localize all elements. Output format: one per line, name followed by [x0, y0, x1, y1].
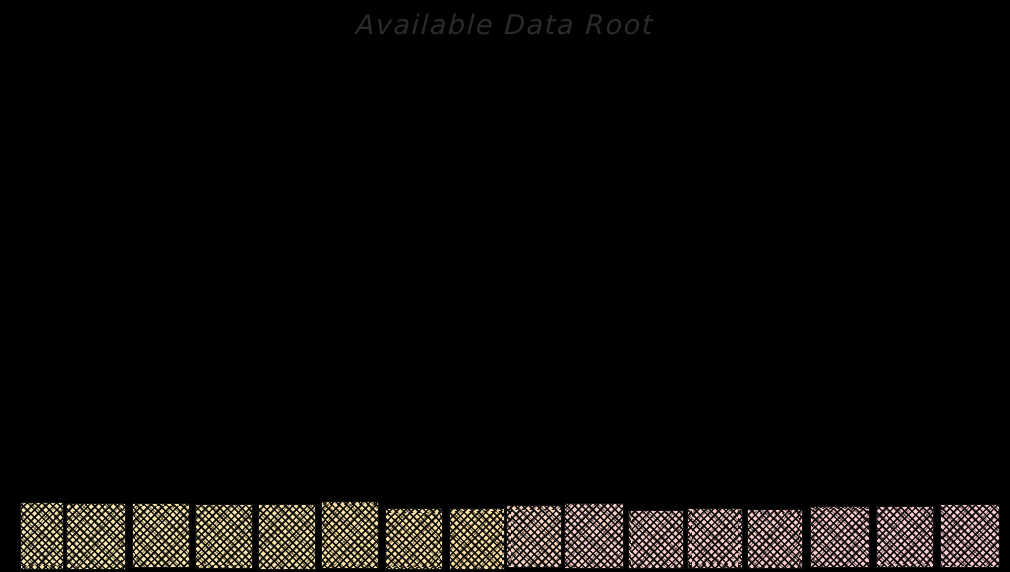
tile-hatch-fill [449, 508, 505, 570]
treemap-tile[interactable]: node-12 [687, 508, 743, 569]
tile-hatch-fill [687, 508, 743, 569]
tile-hatch-fill [66, 503, 126, 570]
treemap-tile[interactable]: node-2 [66, 503, 126, 570]
treemap-tile[interactable]: node-15 [876, 506, 934, 568]
tile-hatch-fill [628, 510, 684, 569]
tile-hatch-fill [195, 504, 253, 569]
tile-hatch-fill [564, 503, 624, 569]
tile-hatch-fill [506, 505, 562, 568]
tile-hatch-fill [876, 506, 934, 568]
treemap-tile[interactable]: node-8 [449, 508, 505, 570]
treemap-tile[interactable]: node-6 [321, 501, 379, 569]
tile-hatch-fill [747, 509, 803, 569]
tile-hatch-fill [321, 501, 379, 569]
treemap-tile[interactable]: node-13 [747, 509, 803, 569]
tile-hatch-fill [385, 508, 443, 570]
treemap-tile[interactable]: node-3 [132, 503, 190, 568]
treemap-tile[interactable]: node-7 [385, 508, 443, 570]
tile-hatch-fill [258, 504, 316, 570]
treemap-tile[interactable]: node-16 [940, 504, 1000, 568]
tile-hatch-fill [940, 504, 1000, 568]
treemap-tile[interactable]: node-10 [564, 503, 624, 569]
tile-hatch-fill [20, 502, 64, 570]
tile-hatch-fill [132, 503, 190, 568]
treemap-tile[interactable]: node-5 [258, 504, 316, 570]
treemap-tile[interactable]: node-1 [20, 502, 64, 570]
tile-hatch-fill [810, 506, 870, 568]
treemap-tile[interactable]: node-4 [195, 504, 253, 569]
treemap-tile[interactable]: node-9 [506, 505, 562, 568]
treemap-tile[interactable]: node-14 [810, 506, 870, 568]
treemap-tile[interactable]: node-11 [628, 510, 684, 569]
